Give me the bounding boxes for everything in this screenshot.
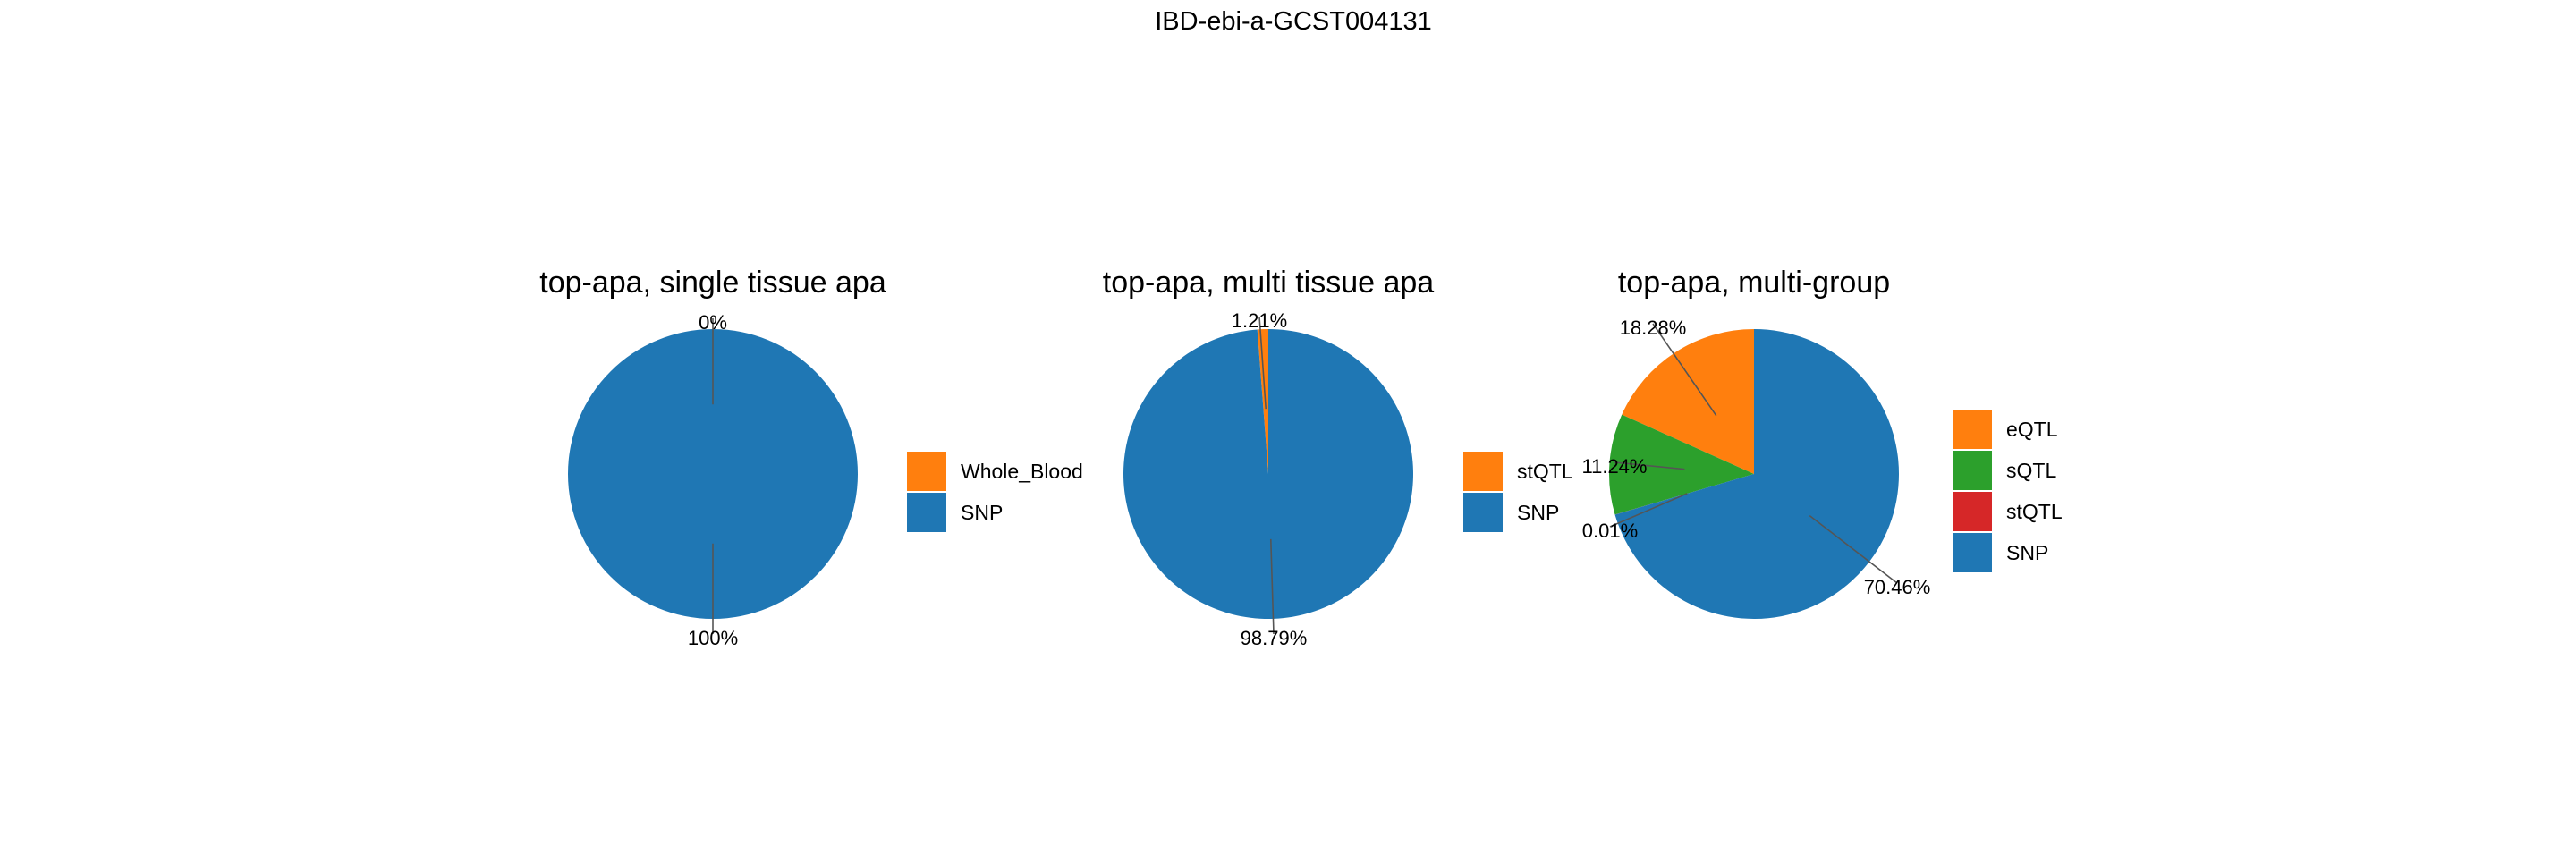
pie-data-label: 1.21% [1232, 309, 1287, 332]
pie-chart-3: top-apa, multi-group 18.28% 11.24% 0.01% 70.… [1582, 266, 2063, 619]
pie-slice-stqtl [1257, 329, 1268, 474]
pie-leader-line [1809, 514, 1898, 584]
pie-leader-line [1269, 538, 1275, 635]
legend-key [907, 493, 946, 532]
legend-label: eQTL [2006, 418, 2058, 441]
legend-key [1953, 410, 1992, 449]
pie-slices [1123, 329, 1414, 620]
pie-leader-line [1609, 493, 1688, 528]
pie-leader-line [1258, 316, 1267, 410]
pie-chart-1: top-apa, single tissue apa 0% 100% Whole_Bl… [539, 266, 1083, 649]
pie-title: top-apa, multi-group [1618, 266, 1890, 300]
pie-slice-snp [1614, 329, 1900, 619]
legend-label: stQTL [2006, 500, 2063, 523]
pie-data-label: 18.28% [1620, 317, 1687, 339]
legend-label: Whole_Blood [961, 460, 1083, 483]
figure-title: IBD-ebi-a-GCST004131 [1155, 7, 1431, 36]
pie-data-label: 0.01% [1582, 520, 1638, 542]
legend-key [1953, 492, 1992, 531]
pie-leader-line [1614, 461, 1685, 470]
pie-slice-snp [568, 329, 858, 619]
pie-data-label: 0% [699, 311, 727, 334]
legend-key [1953, 533, 1992, 572]
pie-title: top-apa, single tissue apa [539, 266, 886, 300]
pie-slice-snp [1123, 329, 1414, 620]
pie-legend: eQTL sQTL stQTL SNP [1953, 410, 2063, 572]
legend-label: sQTL [2006, 459, 2056, 482]
pie-data-label: 11.24% [1582, 455, 1648, 478]
legend-label: stQTL [1517, 460, 1573, 483]
legend-label: SNP [961, 501, 1003, 524]
pie-data-label: 100% [688, 627, 738, 649]
pie-leader-line [1652, 323, 1717, 417]
pie-chart-2: top-apa, multi tissue apa 1.21% 98.79% stQT… [1103, 266, 1573, 649]
pie-slices [1608, 329, 1900, 619]
pie-legend: Whole_Blood SNP [907, 452, 1083, 532]
legend-key [907, 452, 946, 491]
legend-label: SNP [2006, 541, 2048, 564]
legend-key [1463, 452, 1503, 491]
pie-title: top-apa, multi tissue apa [1103, 266, 1435, 300]
pie-slices [568, 329, 858, 619]
pie-legend: stQTL SNP [1463, 452, 1573, 532]
pie-slice-sqtl [1608, 414, 1754, 515]
pie-slice-eqtl [1622, 329, 1754, 474]
legend-key [1953, 451, 1992, 490]
pie-data-label: 70.46% [1864, 576, 1931, 598]
legend-key [1463, 493, 1503, 532]
pie-data-label: 98.79% [1241, 627, 1308, 649]
legend-label: SNP [1517, 501, 1559, 524]
